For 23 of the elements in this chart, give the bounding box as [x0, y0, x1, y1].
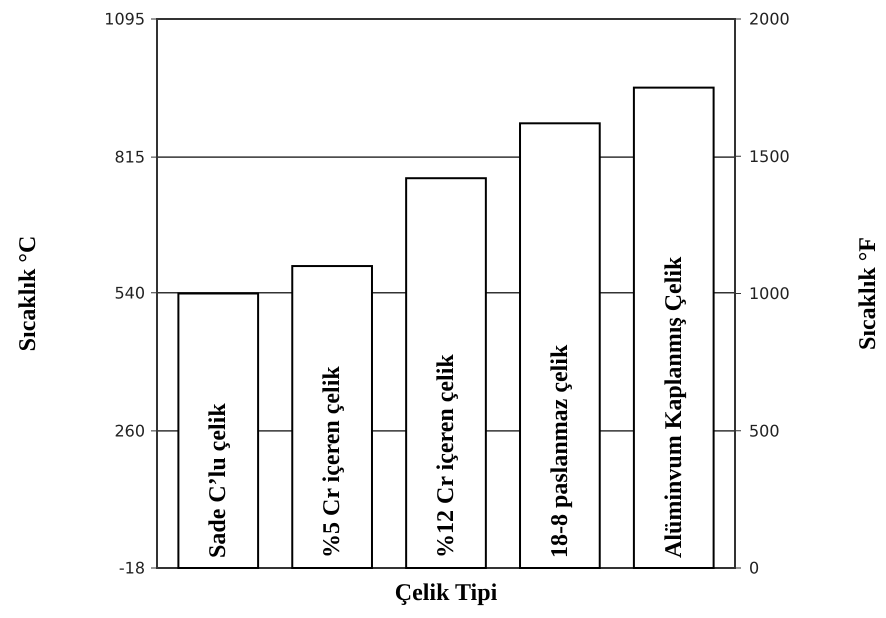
y2-tick-label: 1000: [749, 284, 790, 303]
y-axis-title: Sıcaklık °C: [15, 236, 41, 352]
y-tick-label: 815: [114, 148, 145, 167]
y2-tick-label: 1500: [749, 146, 790, 166]
x-tick-label: Alüminvum Kaplanmış Çelik: [660, 256, 687, 558]
x-tick-label: %12 Cr içeren çelik: [433, 354, 459, 558]
bar: [177, 292, 260, 569]
x-tick-label: Sade C’lu çelik: [205, 402, 232, 558]
y2-tick-label: 500: [749, 421, 780, 440]
y-tick-label: 260: [114, 421, 145, 440]
y-tick-label: -18: [118, 558, 145, 578]
bar: [405, 177, 487, 569]
y-tick-label: 540: [114, 283, 145, 302]
bar: [519, 122, 601, 569]
x-axis-title: Çelik Tipi: [394, 580, 498, 606]
y2-axis-title: Sıcaklık °F: [855, 237, 881, 350]
x-tick-label: 18-8 paslanmaz çelik: [546, 344, 573, 558]
y2-tick-label: 2000: [749, 10, 790, 28]
y-tick-label: 1095: [104, 10, 145, 28]
x-tick-label: %5 Cr içeren çelik: [319, 366, 346, 558]
bar: [632, 86, 715, 569]
y2-tick-label: 0: [749, 558, 760, 578]
bar: [291, 265, 373, 569]
